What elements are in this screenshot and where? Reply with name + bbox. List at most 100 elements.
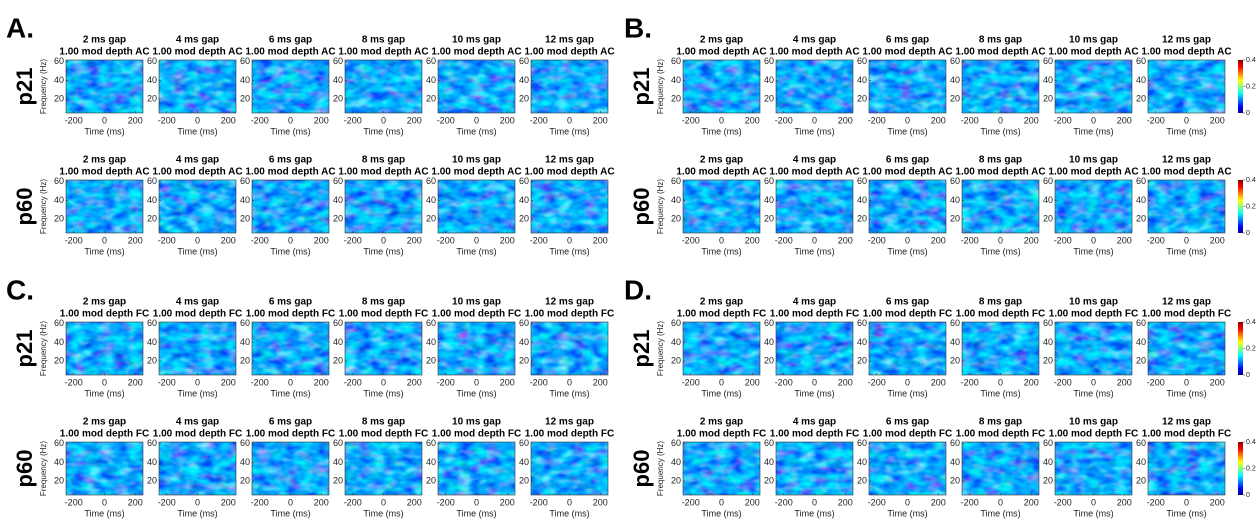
x-tick-label: 200 [1024, 115, 1039, 125]
x-tick-label: -200 [682, 377, 700, 387]
y-tick-label: 60 [857, 56, 867, 66]
x-tick-label: 200 [407, 377, 422, 387]
x-tick-label: 200 [838, 235, 853, 245]
x-tick-label: -200 [682, 115, 700, 125]
x-tick-label: -200 [65, 377, 83, 387]
plot-title: 6 ms gap [269, 297, 312, 308]
x-tick-label: -200 [530, 115, 548, 125]
x-tick-label: -200 [961, 377, 979, 387]
plot-title: 10 ms gap [452, 35, 501, 46]
heatmap [1055, 322, 1132, 375]
x-tick-label: 200 [221, 497, 236, 507]
x-tick-label: 0 [474, 497, 479, 507]
x-tick-label: 0 [905, 497, 910, 507]
x-tick-label: -200 [682, 235, 700, 245]
y-tick-label: 60 [147, 318, 157, 328]
heatmap [66, 180, 143, 233]
plot-subtitle: 1.00 mod depth AC [524, 167, 614, 178]
y-tick-label: 60 [1043, 176, 1053, 186]
plot-title: 10 ms gap [1069, 155, 1118, 166]
x-tick-label: 200 [314, 377, 329, 387]
y-tick-label: 20 [950, 475, 960, 485]
heatmap [1055, 180, 1132, 233]
x-tick-label: 0 [102, 377, 107, 387]
y-axis-label: Frequency (Hz) [39, 179, 48, 234]
heatmap [962, 60, 1039, 113]
x-tick-label: 0 [998, 377, 1003, 387]
colorbar-tick-label: 0.4 [1246, 177, 1256, 184]
x-tick-label: 200 [838, 497, 853, 507]
plot-title: 12 ms gap [1162, 297, 1211, 308]
y-tick-label: 20 [333, 213, 343, 223]
x-tick-label: 200 [1024, 235, 1039, 245]
y-tick-label: 20 [764, 213, 774, 223]
y-tick-label: 20 [54, 213, 64, 223]
x-tick-label: 0 [567, 235, 572, 245]
x-tick-label: 200 [407, 235, 422, 245]
x-tick-label: -200 [344, 497, 362, 507]
y-tick-label: 20 [147, 93, 157, 103]
y-tick-label: 60 [857, 438, 867, 448]
y-tick-label: 60 [240, 56, 250, 66]
y-tick-label: 60 [54, 56, 64, 66]
y-tick-label: 60 [857, 318, 867, 328]
plot-title: 10 ms gap [1069, 35, 1118, 46]
y-tick-label: 60 [333, 318, 343, 328]
x-tick-label: 200 [500, 235, 515, 245]
x-tick-label: 200 [314, 235, 329, 245]
x-axis-label: Time (ms) [456, 508, 496, 518]
y-tick-label: 20 [519, 475, 529, 485]
plot-title: 10 ms gap [1069, 297, 1118, 308]
y-tick-label: 60 [671, 56, 681, 66]
colorbar-tick-label: 0 [1246, 372, 1250, 379]
plot-title: 6 ms gap [269, 417, 312, 428]
x-tick-label: 200 [500, 115, 515, 125]
x-tick-label: -200 [1147, 377, 1165, 387]
y-tick-label: 60 [426, 318, 436, 328]
heatmap [66, 60, 143, 113]
heatmap [159, 322, 236, 375]
y-tick-label: 40 [950, 457, 960, 467]
x-axis-label: Time (ms) [1073, 126, 1113, 136]
x-tick-label: -200 [344, 377, 362, 387]
colorbar [1238, 180, 1243, 233]
plot-subtitle: 1.00 mod depth FC [863, 309, 952, 320]
plot-subtitle: 1.00 mod depth FC [677, 309, 766, 320]
y-tick-label: 40 [857, 337, 867, 347]
y-tick-label: 60 [764, 56, 774, 66]
x-tick-label: 200 [500, 377, 515, 387]
x-tick-label: 0 [288, 115, 293, 125]
x-axis-label: Time (ms) [84, 246, 124, 256]
x-tick-label: 0 [102, 235, 107, 245]
row-label: p21 [629, 68, 654, 106]
y-tick-label: 60 [240, 318, 250, 328]
y-tick-label: 40 [1136, 337, 1146, 347]
x-tick-label: 0 [474, 235, 479, 245]
x-tick-label: -200 [868, 497, 886, 507]
plot-title: 6 ms gap [886, 35, 929, 46]
x-tick-label: 200 [1117, 235, 1132, 245]
x-tick-label: 0 [381, 497, 386, 507]
heatmap [869, 180, 946, 233]
y-tick-label: 20 [240, 475, 250, 485]
y-axis-label: Frequency (Hz) [656, 321, 665, 376]
heatmap [159, 60, 236, 113]
plot-title: 8 ms gap [362, 417, 405, 428]
x-tick-label: 0 [195, 115, 200, 125]
x-axis-label: Time (ms) [794, 508, 834, 518]
x-tick-label: 0 [288, 377, 293, 387]
plot-subtitle: 1.00 mod depth FC [339, 429, 428, 440]
x-tick-label: 200 [931, 377, 946, 387]
plot-subtitle: 1.00 mod depth AC [955, 47, 1045, 58]
y-tick-label: 20 [426, 475, 436, 485]
x-tick-label: -200 [1054, 497, 1072, 507]
plot-subtitle: 1.00 mod depth AC [862, 167, 952, 178]
y-tick-label: 20 [950, 93, 960, 103]
x-tick-label: -200 [344, 115, 362, 125]
colorbar-tick-label: 0.2 [1246, 203, 1256, 210]
y-tick-label: 60 [240, 438, 250, 448]
heatmap [776, 442, 853, 495]
x-tick-label: -200 [437, 115, 455, 125]
x-axis-label: Time (ms) [456, 246, 496, 256]
y-tick-label: 20 [857, 355, 867, 365]
